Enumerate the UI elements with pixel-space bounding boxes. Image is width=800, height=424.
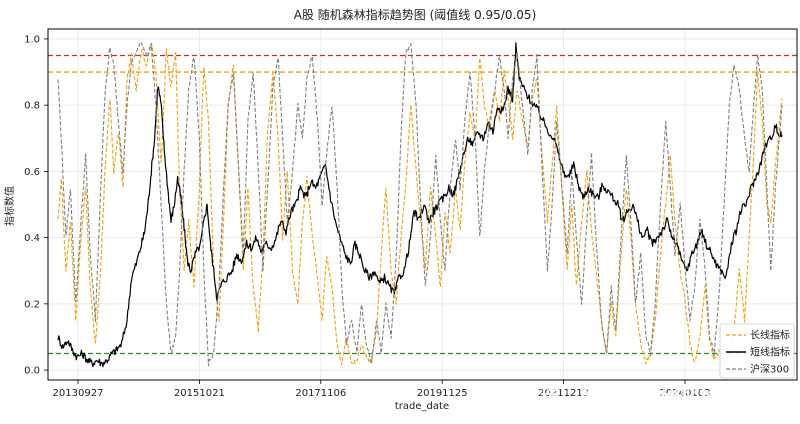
- y-tick-label: 0.8: [24, 101, 40, 112]
- series-line-2: [57, 42, 783, 368]
- x-tick-label: 20240103: [660, 388, 711, 399]
- x-tick-label: 20151021: [174, 388, 225, 399]
- y-tick-label: 0.0: [24, 366, 40, 377]
- x-tick-label: 20171106: [295, 388, 346, 399]
- series-line-1: [57, 42, 783, 366]
- y-tick-label: 0.6: [24, 167, 40, 178]
- y-tick-label: 1.0: [24, 34, 40, 45]
- y-tick-label: 0.2: [24, 299, 40, 310]
- x-axis-ticks: 20130927 20151021 20171106 20191125 20211213…: [53, 380, 711, 399]
- x-axis-label: trade_date: [395, 401, 449, 412]
- legend-label: 沪深300: [750, 363, 789, 376]
- x-tick-label: 20191125: [417, 388, 468, 399]
- series-lines: [57, 41, 783, 368]
- x-tick-label: 20211213: [538, 388, 589, 399]
- y-tick-label: 0.4: [24, 233, 40, 244]
- threshold-lines: [48, 54, 797, 355]
- chart-title: A股 随机森林指标趋势图 (阈值线 0.95/0.05): [294, 7, 537, 22]
- plot-frame: [47, 28, 798, 381]
- series-line-3: [57, 41, 783, 367]
- y-axis-ticks: 0.0 0.2 0.4 0.6 0.8 1.0: [24, 34, 48, 377]
- legend-box: [719, 323, 795, 379]
- x-tick-label: 20130927: [53, 388, 104, 399]
- legend-label: 短线指标: [750, 346, 790, 359]
- watermark: 雪球：韩韬周期研究所: [520, 384, 720, 408]
- grid: [48, 29, 797, 380]
- y-axis-label: 指标数值: [3, 186, 16, 226]
- legend-label: 长线指标: [750, 329, 790, 342]
